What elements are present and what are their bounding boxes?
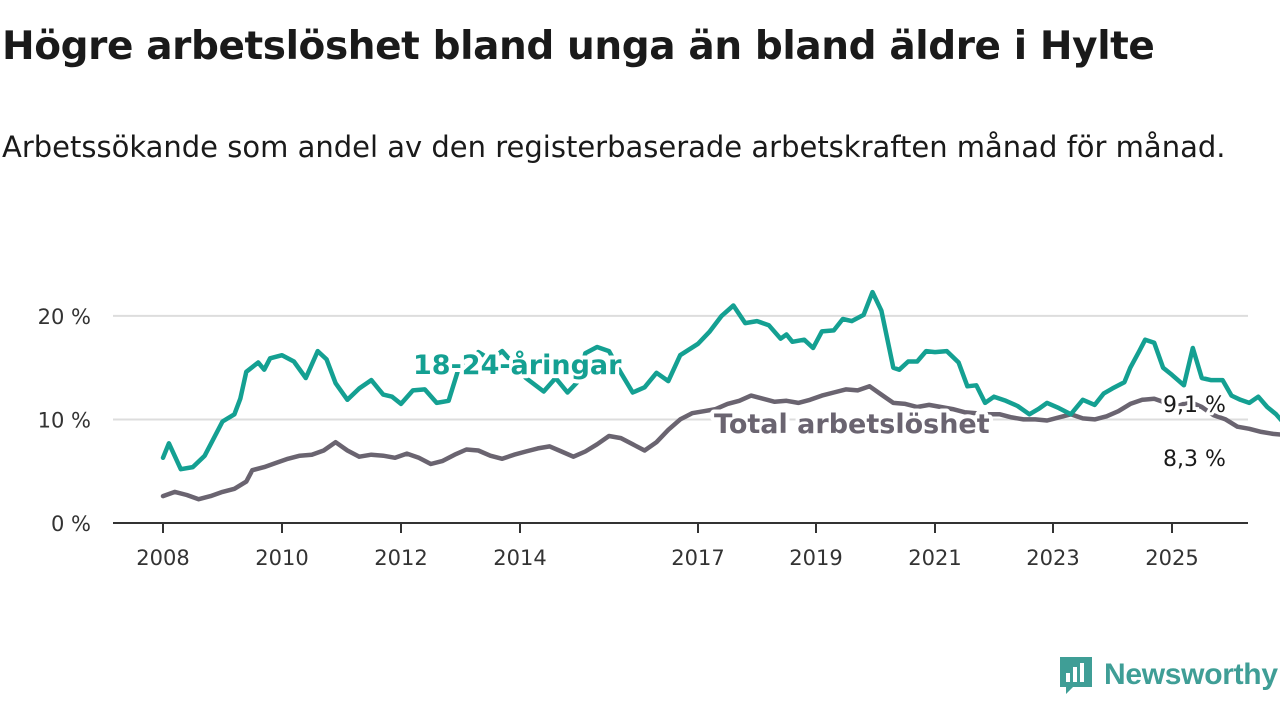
x-tick-label: 2008 <box>136 546 189 570</box>
series-label-total: Total arbetslöshet <box>714 409 990 440</box>
y-axis-ticks: 0 % 10 % 20 % <box>38 305 91 536</box>
end-value-total: 8,3 % <box>1163 447 1226 472</box>
series-line-1 <box>160 384 1280 502</box>
y-tick-label: 0 % <box>51 512 91 536</box>
newsworthy-logo-icon <box>1060 657 1092 694</box>
x-tick-label: 2012 <box>374 546 427 570</box>
y-tick-label: 10 % <box>38 408 91 432</box>
page-title: Högre arbetslöshet bland unga än bland ä… <box>2 24 1155 69</box>
series-labels: 18-24-åringar Total arbetslöshet 9,1 % 8,3 … <box>409 345 1229 475</box>
brand[interactable]: Newsworthy <box>1058 654 1278 696</box>
x-tick-label: 2019 <box>789 546 842 570</box>
series-lines <box>160 289 1280 502</box>
x-tick-label: 2017 <box>671 546 724 570</box>
page-subtitle: Arbetssökande som andel av den registerb… <box>2 130 1226 164</box>
y-tick-label: 20 % <box>38 305 91 329</box>
x-tick-label: 2010 <box>255 546 308 570</box>
x-tick-label: 2014 <box>493 546 546 570</box>
series-label-youth: 18-24-åringar <box>413 349 622 381</box>
x-tick-label: 2023 <box>1026 546 1079 570</box>
x-tick-label: 2025 <box>1145 546 1198 570</box>
x-tick-label: 2021 <box>908 546 961 570</box>
x-axis-ticks: 2008 2010 2012 2014 2017 2019 2021 2023 2025 <box>136 523 1199 570</box>
series-line-0 <box>160 289 1280 472</box>
end-value-youth: 9,1 % <box>1163 393 1226 418</box>
brand-name: Newsworthy <box>1104 658 1278 691</box>
